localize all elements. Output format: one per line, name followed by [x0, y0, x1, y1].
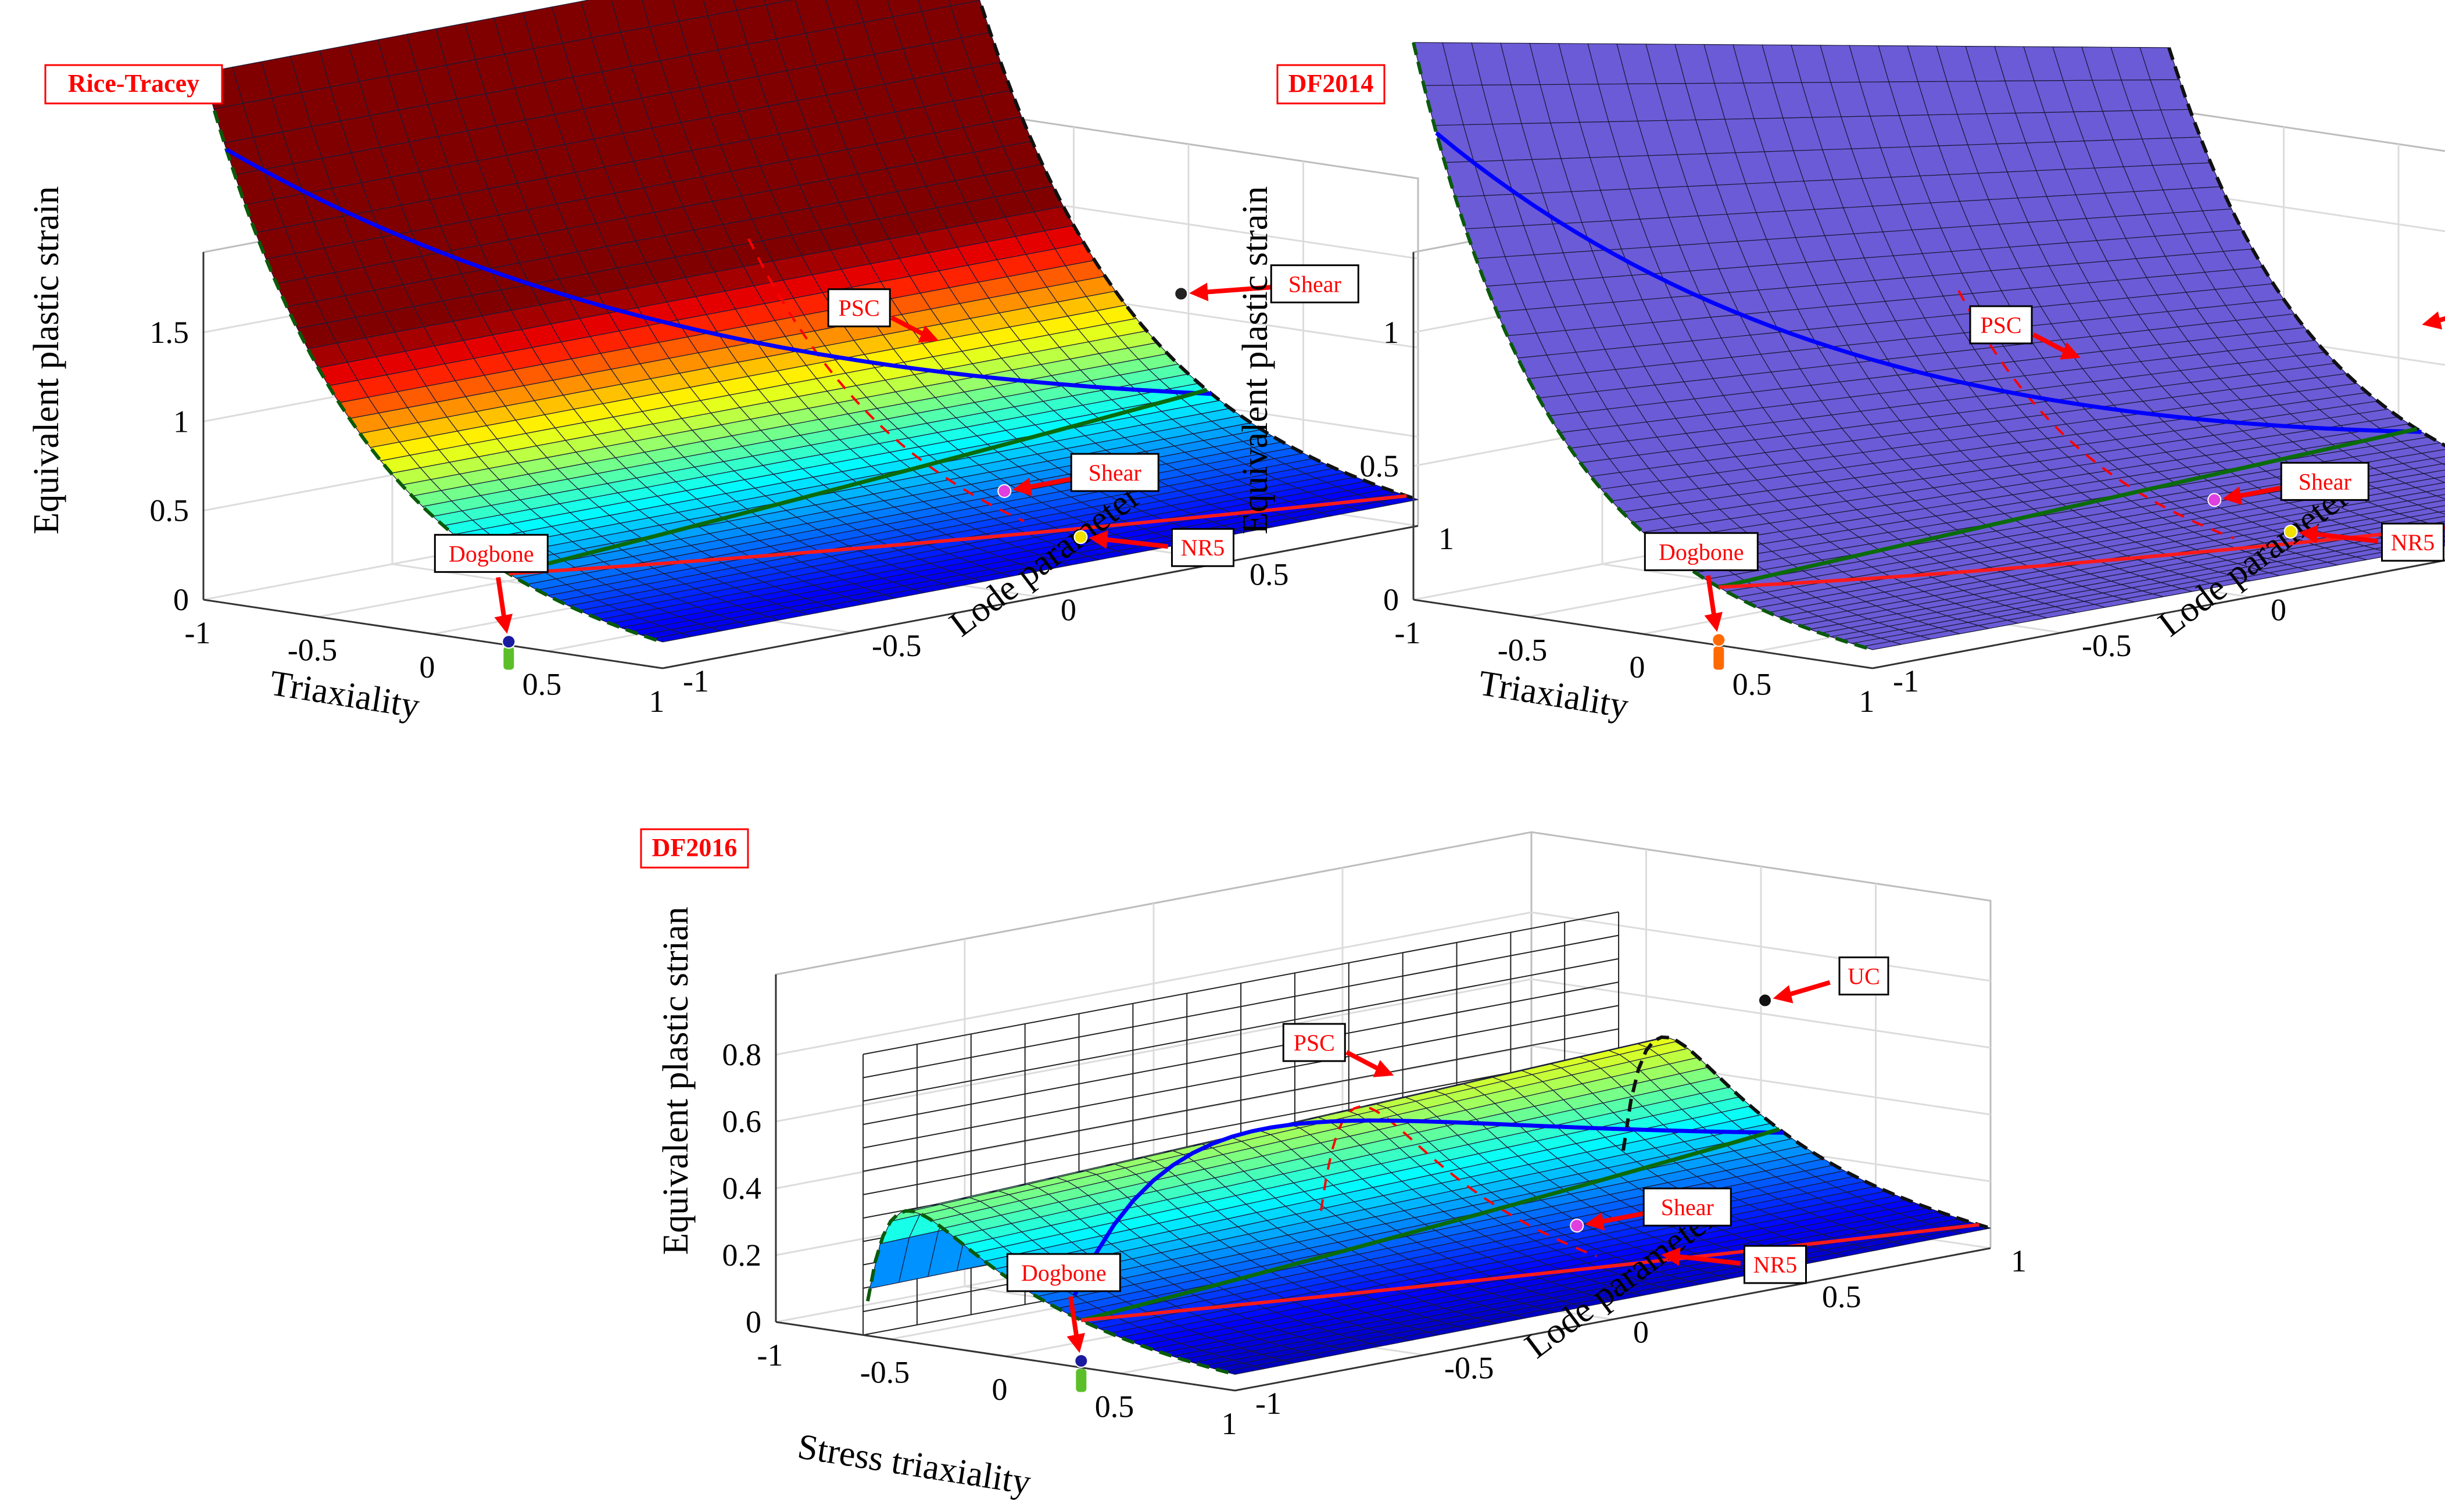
annotation-label: PSC: [839, 295, 880, 321]
data-marker: [1712, 633, 1725, 646]
annotation-uc: UC: [2422, 284, 2445, 329]
annotation-label: NR5: [1753, 1252, 1798, 1278]
z-tick-label: 0.8: [722, 1037, 762, 1072]
x-tick-label: 0: [420, 650, 435, 685]
annotation-label: PSC: [1980, 312, 2021, 338]
z-axis-label: Equivalent plastic strian: [656, 907, 696, 1255]
z-axis-label: Equivalent plastic strain: [1236, 186, 1275, 534]
annotation-label: Shear: [1089, 460, 1141, 486]
z-tick-label: 0: [746, 1305, 761, 1339]
y-tick-label: 0: [1061, 593, 1076, 628]
annotation-arrow-shaft: [1785, 983, 1830, 996]
annotation-label: Shear: [1661, 1194, 1714, 1220]
panel-title-text: Rice-Tracey: [68, 69, 199, 98]
annotation-arrow-head: [1067, 1333, 1085, 1353]
annotation-arrow-shaft: [498, 578, 504, 621]
dogbone-post: [1076, 1368, 1086, 1392]
panel-title: Rice-Tracey: [45, 65, 222, 103]
annotation-arrow-head: [2422, 311, 2442, 329]
z-tick-label: 0.4: [722, 1171, 762, 1206]
x-tick-label: 0: [992, 1372, 1008, 1407]
x-tick-label: 1: [1859, 684, 1875, 719]
annotation-label: Shear: [2299, 468, 2351, 495]
data-marker: [2208, 493, 2221, 506]
z-tick-label: 1: [1383, 315, 1399, 350]
data-marker: [1075, 1355, 1087, 1367]
x-tick-label: -0.5: [860, 1355, 910, 1390]
z-tick-label: 0.5: [150, 493, 189, 528]
data-marker: [998, 485, 1011, 497]
annotation-label: Dogbone: [1659, 539, 1744, 565]
z-axis-label: Equivalent plastic strain: [27, 186, 66, 534]
data-marker: [2285, 525, 2297, 538]
y-tick-label: -0.5: [1444, 1350, 1494, 1385]
x-tick-label: -0.5: [288, 633, 337, 668]
z-tick-label: 0: [173, 582, 189, 617]
data-marker: [1570, 1219, 1583, 1232]
y-tick-label: -0.5: [2082, 628, 2131, 663]
y-tick-label: -1: [1893, 664, 1919, 698]
data-marker: [502, 635, 515, 648]
annotation-label: NR5: [2391, 529, 2435, 556]
x-tick-label: 1: [1222, 1406, 1237, 1441]
x-tick-label: 0.5: [522, 667, 562, 702]
y-tick-label: 1: [2011, 1244, 2027, 1278]
surface: [1413, 42, 2445, 650]
annotation-arrow-shaft: [1347, 1052, 1382, 1071]
y-tick-label: 0.5: [1822, 1279, 1862, 1314]
z-tick-label: 1: [173, 404, 189, 439]
panel-title: DF2014: [1277, 65, 1384, 103]
x-tick-label: -1: [185, 615, 211, 650]
y-tick-label: -1: [1255, 1386, 1281, 1421]
y-tick-label: 0: [2271, 593, 2286, 628]
y-tick-label: 0.5: [1250, 557, 1289, 592]
y-tick-label: -1: [683, 664, 709, 698]
x-tick-label: -0.5: [1498, 633, 1547, 668]
panel-title: DF2016: [641, 829, 748, 868]
z-tick-label: 1.5: [150, 315, 189, 350]
data-marker: [1759, 994, 1771, 1007]
dogbone-post: [503, 646, 514, 669]
annotation-label: Dogbone: [449, 540, 534, 567]
annotation-arrow-head: [1189, 283, 1208, 302]
data-marker: [1075, 531, 1087, 543]
panel-df2016: -1 -0.5 0 0.5 1 -1 -0.5 0 0.5 1 0 0.2 0.4 0.6 0.8 Stres…: [641, 829, 2027, 1502]
panel-title-text: DF2014: [1288, 69, 1374, 98]
annotation-label: PSC: [1294, 1030, 1335, 1056]
z-tick-label: 0: [1383, 582, 1399, 617]
z-tick-label: 0.6: [722, 1104, 762, 1139]
annotation-label: NR5: [1181, 535, 1225, 561]
x-tick-label: -1: [757, 1338, 783, 1373]
x-tick-label: 0: [1630, 650, 1645, 685]
panel-title-text: DF2016: [652, 833, 738, 862]
data-marker: [1175, 287, 1187, 300]
x-axis-label: Triaxiality: [267, 663, 423, 726]
y-tick-label: -0.5: [872, 628, 921, 663]
annotation-arrow-head: [495, 614, 513, 634]
z-tick-label: 0.2: [722, 1238, 762, 1273]
x-tick-label: 0.5: [1095, 1389, 1134, 1424]
panel-df2014: -1-0.500.51-1-0.500.5100.51TriaxialityLo…: [1236, 42, 2445, 726]
annotation-label: UC: [1848, 963, 1880, 990]
annotation-label: Shear: [1288, 271, 1341, 297]
x-tick-label: 0.5: [1732, 667, 1772, 702]
annotation-arrow-head: [1773, 985, 1794, 1003]
x-tick-label: 1: [649, 684, 665, 719]
x-axis-label: Stress triaxiality: [795, 1427, 1033, 1502]
annotation-label: Dogbone: [1021, 1260, 1107, 1286]
y-tick-label: 1: [1438, 521, 1454, 556]
x-tick-label: -1: [1395, 615, 1421, 650]
y-tick-label: 0: [1633, 1315, 1649, 1350]
z-tick-label: 0.5: [1360, 449, 1399, 483]
annotation-uc: UC: [1773, 958, 1888, 1004]
grid-line-z: [776, 912, 1991, 1055]
dogbone-post: [1713, 646, 1724, 669]
x-axis-label: Triaxiality: [1476, 663, 1631, 726]
